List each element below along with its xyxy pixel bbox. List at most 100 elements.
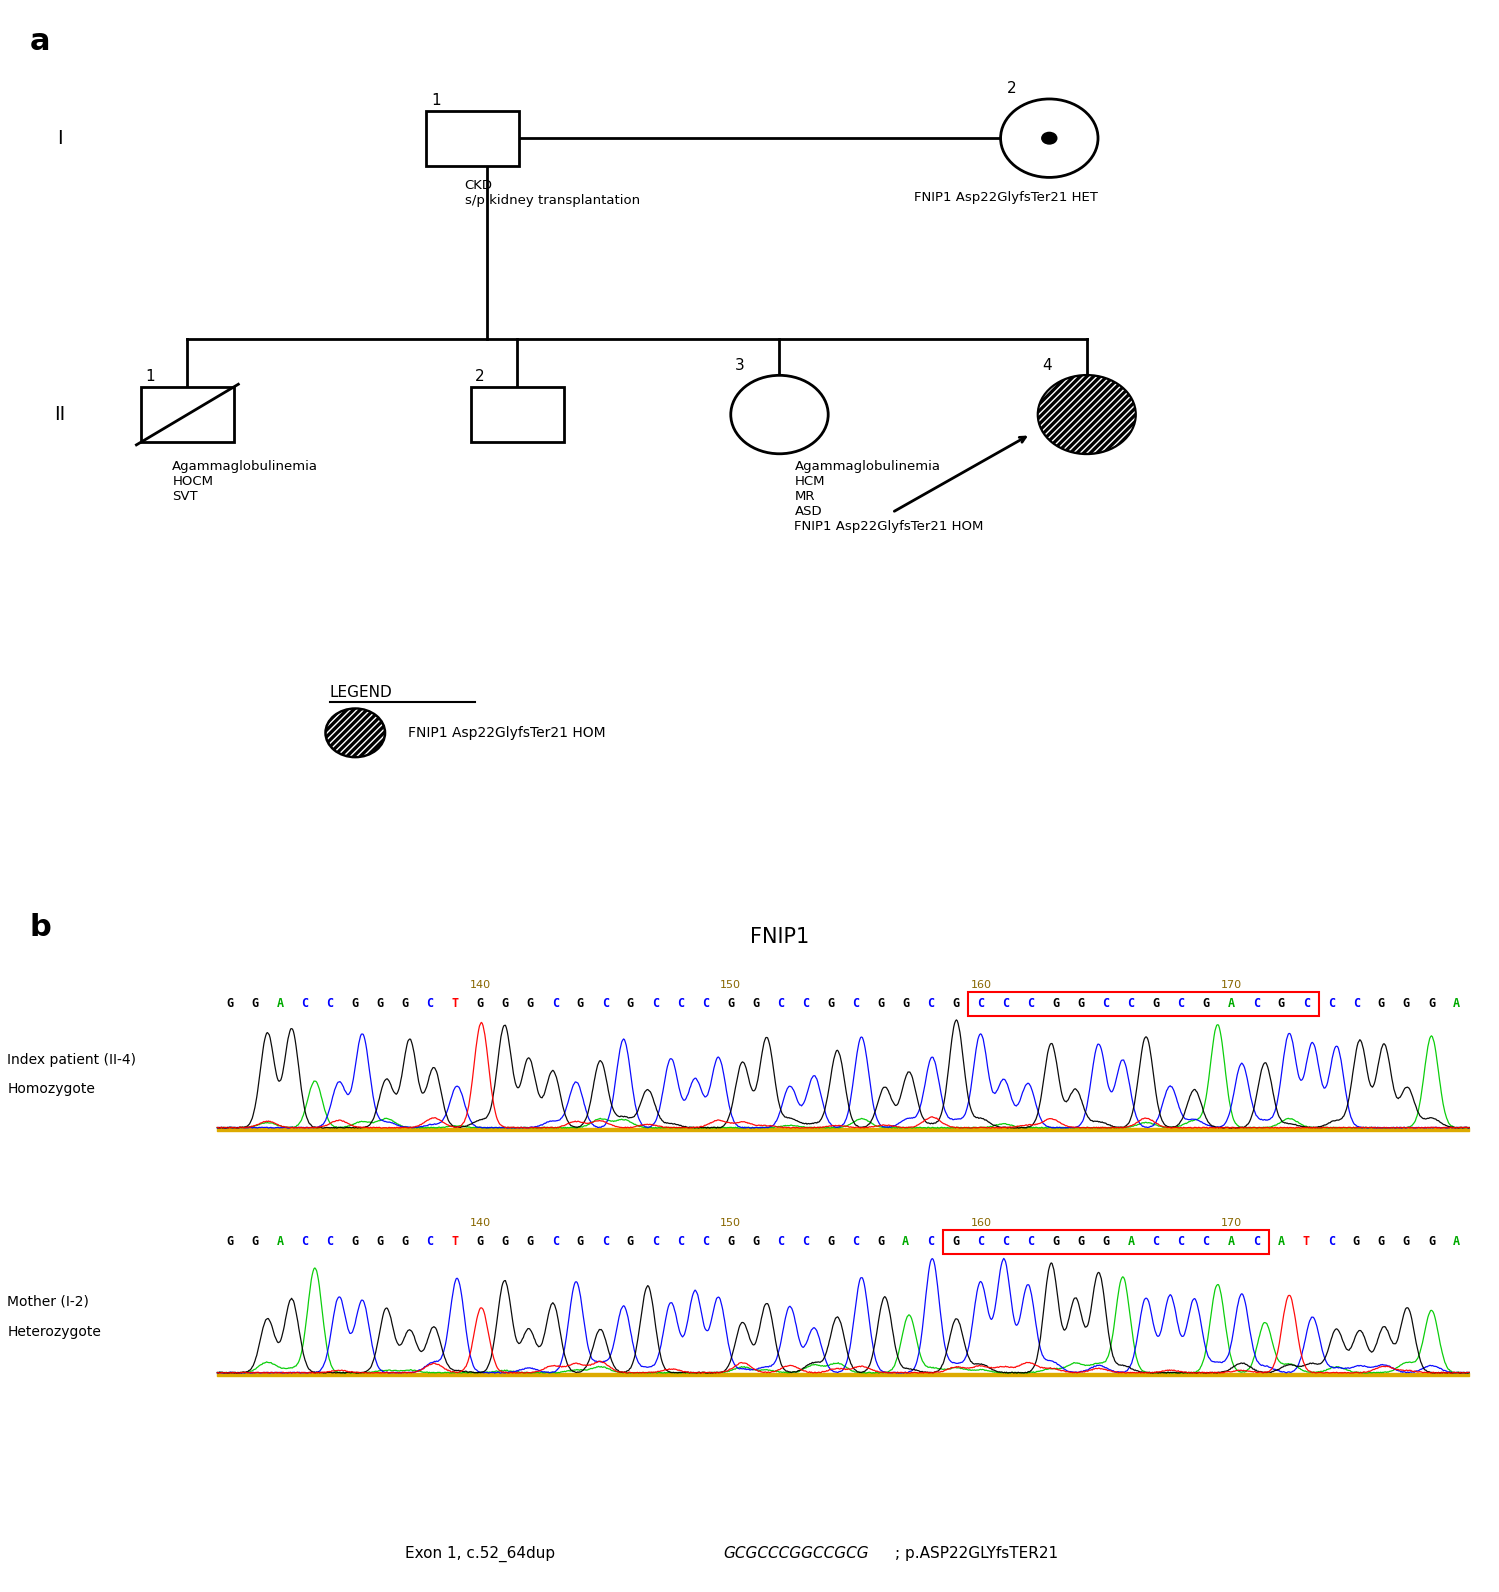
Text: C: C xyxy=(601,1235,609,1248)
Text: C: C xyxy=(1003,1235,1009,1248)
Text: A: A xyxy=(1453,997,1460,1009)
Text: C: C xyxy=(678,997,684,1009)
Text: C: C xyxy=(1253,1235,1259,1248)
Text: G: G xyxy=(526,1235,534,1248)
Text: G: G xyxy=(252,1235,258,1248)
Text: C: C xyxy=(678,1235,684,1248)
Text: FNIP1 Asp22GlyfsTer21 HOM: FNIP1 Asp22GlyfsTer21 HOM xyxy=(408,726,606,740)
Text: a: a xyxy=(30,27,51,56)
Text: C: C xyxy=(802,997,809,1009)
Text: G: G xyxy=(402,1235,409,1248)
Text: G: G xyxy=(952,1235,959,1248)
Text: G: G xyxy=(902,997,910,1009)
Text: 3: 3 xyxy=(736,358,745,373)
Text: 2: 2 xyxy=(1006,81,1016,96)
Ellipse shape xyxy=(325,708,385,758)
Text: I: I xyxy=(57,129,63,148)
Text: C: C xyxy=(301,997,309,1009)
Text: 140: 140 xyxy=(469,1218,490,1227)
Text: 1: 1 xyxy=(145,369,154,384)
Text: G: G xyxy=(376,997,384,1009)
Text: C: C xyxy=(1027,1235,1034,1248)
Text: C: C xyxy=(1003,997,1009,1009)
Text: G: G xyxy=(1202,997,1210,1009)
Text: C: C xyxy=(552,997,559,1009)
Text: G: G xyxy=(1378,1235,1385,1248)
Text: 1: 1 xyxy=(432,92,441,108)
Text: C: C xyxy=(776,1235,784,1248)
Text: A: A xyxy=(1228,1235,1235,1248)
Text: G: G xyxy=(1052,997,1060,1009)
Text: C: C xyxy=(552,1235,559,1248)
Text: G: G xyxy=(226,997,234,1009)
Text: G: G xyxy=(376,1235,384,1248)
Text: Agammaglobulinemia
HOCM
SVT: Agammaglobulinemia HOCM SVT xyxy=(172,460,318,503)
Text: G: G xyxy=(402,997,409,1009)
Text: G: G xyxy=(1277,997,1285,1009)
Text: LEGEND: LEGEND xyxy=(330,685,393,700)
Text: G: G xyxy=(1078,1235,1085,1248)
Text: G: G xyxy=(1429,997,1435,1009)
Text: G: G xyxy=(226,1235,234,1248)
Text: ; p.ASP22GLYfsTER21: ; p.ASP22GLYfsTER21 xyxy=(895,1546,1058,1562)
Text: C: C xyxy=(1328,1235,1336,1248)
Text: 170: 170 xyxy=(1220,1218,1241,1227)
Text: C: C xyxy=(802,1235,809,1248)
Bar xyxy=(426,110,519,166)
Text: T: T xyxy=(1303,1235,1310,1248)
Text: C: C xyxy=(1202,1235,1210,1248)
Text: C: C xyxy=(1253,997,1259,1009)
Text: C: C xyxy=(1178,1235,1184,1248)
Text: Mother (I-2): Mother (I-2) xyxy=(7,1294,90,1309)
Text: C: C xyxy=(1352,997,1360,1009)
Text: C: C xyxy=(652,1235,660,1248)
Ellipse shape xyxy=(1037,376,1135,454)
Text: C: C xyxy=(851,1235,859,1248)
Text: G: G xyxy=(1403,997,1411,1009)
Text: G: G xyxy=(502,1235,508,1248)
Text: G: G xyxy=(727,1235,735,1248)
Text: C: C xyxy=(327,1235,334,1248)
Text: G: G xyxy=(577,1235,585,1248)
Text: 150: 150 xyxy=(720,1218,741,1227)
Text: C: C xyxy=(928,997,934,1009)
Text: Agammaglobulinemia
HCM
MR
ASD
FNIP1 Asp22GlyfsTer21 HOM: Agammaglobulinemia HCM MR ASD FNIP1 Asp2… xyxy=(794,460,983,533)
Text: C: C xyxy=(1328,997,1336,1009)
Text: 160: 160 xyxy=(970,979,991,990)
Text: C: C xyxy=(977,1235,985,1248)
Text: T: T xyxy=(451,997,459,1009)
Bar xyxy=(471,387,564,443)
Text: C: C xyxy=(301,1235,309,1248)
Text: C: C xyxy=(928,1235,934,1248)
Text: C: C xyxy=(1027,997,1034,1009)
Text: G: G xyxy=(952,997,959,1009)
Text: G: G xyxy=(752,1235,758,1248)
Text: 170: 170 xyxy=(1220,979,1241,990)
Text: G: G xyxy=(627,997,634,1009)
Text: 2: 2 xyxy=(475,369,484,384)
Text: CKD
s/p kidney transplantation: CKD s/p kidney transplantation xyxy=(465,180,640,207)
Text: FNIP1: FNIP1 xyxy=(750,927,809,947)
Text: A: A xyxy=(1453,1235,1460,1248)
Text: G: G xyxy=(351,1235,358,1248)
Text: A: A xyxy=(1228,997,1235,1009)
Text: G: G xyxy=(252,997,258,1009)
Text: G: G xyxy=(1052,1235,1060,1248)
Text: C: C xyxy=(851,997,859,1009)
Text: G: G xyxy=(477,1235,484,1248)
Text: 160: 160 xyxy=(970,1218,991,1227)
Text: G: G xyxy=(1102,1235,1109,1248)
Text: C: C xyxy=(652,997,660,1009)
Text: Exon 1, c.52_64dup: Exon 1, c.52_64dup xyxy=(405,1546,555,1562)
Text: C: C xyxy=(977,997,985,1009)
Bar xyxy=(943,1231,1268,1253)
Text: Heterozygote: Heterozygote xyxy=(7,1325,102,1339)
Text: b: b xyxy=(30,912,52,941)
Text: C: C xyxy=(427,1235,433,1248)
Text: C: C xyxy=(1153,1235,1160,1248)
Text: G: G xyxy=(752,997,758,1009)
Text: II: II xyxy=(54,404,66,423)
Text: A: A xyxy=(1127,1235,1135,1248)
Bar xyxy=(141,387,234,443)
Text: 140: 140 xyxy=(469,979,490,990)
